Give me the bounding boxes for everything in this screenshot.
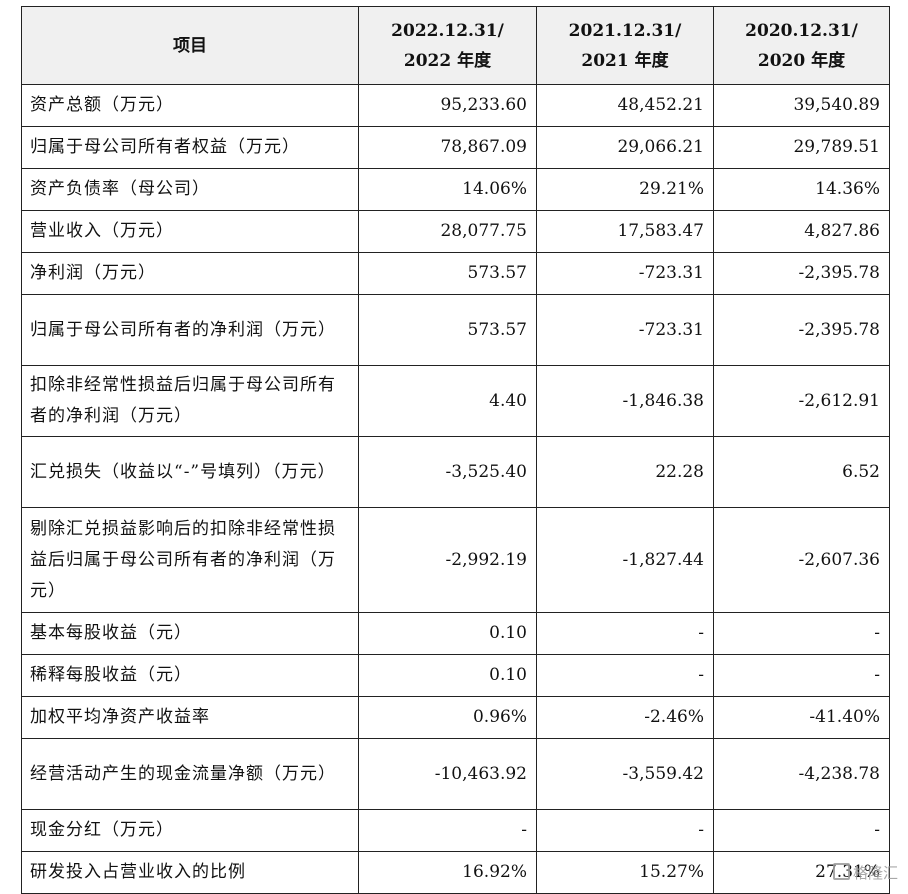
- cell-2020: 14.36%: [713, 168, 890, 211]
- watermark-logo-icon: [832, 863, 850, 880]
- cell-2020: -2,395.78: [713, 252, 890, 295]
- cell-2022: 4.40: [358, 365, 537, 437]
- cell-2021: -723.31: [536, 294, 714, 366]
- cell-2022: -: [358, 809, 537, 852]
- cell-2022: 573.57: [358, 294, 537, 366]
- cell-2020: -: [713, 612, 890, 655]
- watermark-text: 格隆汇: [852, 864, 898, 882]
- cell-2021: 48,452.21: [536, 84, 714, 127]
- table-row: 研发投入占营业收入的比例 16.92% 15.27% 27.31%: [21, 851, 890, 894]
- header-2022: 2022.12.31/ 2022 年度: [358, 6, 537, 85]
- header-2021-year: 2021 年度: [581, 50, 669, 71]
- cell-2022: 0.10: [358, 612, 537, 655]
- cell-2022: 14.06%: [358, 168, 537, 211]
- cell-2020: -: [713, 809, 890, 852]
- row-label: 稀释每股收益（元）: [21, 654, 359, 697]
- row-label: 加权平均净资产收益率: [21, 696, 359, 739]
- row-label: 归属于母公司所有者的净利润（万元）: [21, 294, 359, 366]
- table-row: 剔除汇兑损益影响后的扣除非经常性损益后归属于母公司所有者的净利润（万元） -2,…: [21, 507, 890, 613]
- table-row: 营业收入（万元） 28,077.75 17,583.47 4,827.86: [21, 210, 890, 253]
- cell-2022: 0.96%: [358, 696, 537, 739]
- header-2020-date: 2020.12.31/: [745, 20, 858, 41]
- watermark: 格隆汇: [832, 862, 898, 883]
- cell-2021: 22.28: [536, 436, 714, 508]
- cell-2021: -3,559.42: [536, 738, 714, 810]
- cell-2022: 573.57: [358, 252, 537, 295]
- cell-2021: -1,827.44: [536, 507, 714, 613]
- row-label: 资产总额（万元）: [21, 84, 359, 127]
- table-row: 资产总额（万元） 95,233.60 48,452.21 39,540.89: [21, 84, 890, 127]
- header-2022-year: 2022 年度: [403, 50, 492, 71]
- header-item: 项目: [21, 6, 359, 85]
- header-2020-year: 2020 年度: [757, 50, 846, 71]
- cell-2021: 29.21%: [536, 168, 714, 211]
- row-label: 扣除非经常性损益后归属于母公司所有者的净利润（万元）: [21, 365, 359, 437]
- cell-2021: 17,583.47: [536, 210, 714, 253]
- header-2021: 2021.12.31/ 2021 年度: [536, 6, 714, 85]
- table-row: 归属于母公司所有者的净利润（万元） 573.57 -723.31 -2,395.…: [21, 294, 890, 366]
- cell-2021: 15.27%: [536, 851, 714, 894]
- table-header-row: 项目 2022.12.31/ 2022 年度 2021.12.31/ 2021 …: [21, 6, 890, 85]
- cell-2021: -: [536, 809, 714, 852]
- cell-2020: -4,238.78: [713, 738, 890, 810]
- cell-2021: 29,066.21: [536, 126, 714, 169]
- table-row: 资产负债率（母公司） 14.06% 29.21% 14.36%: [21, 168, 890, 211]
- cell-2020: -2,607.36: [713, 507, 890, 613]
- cell-2020: 29,789.51: [713, 126, 890, 169]
- cell-2022: 0.10: [358, 654, 537, 697]
- header-2020: 2020.12.31/ 2020 年度: [713, 6, 890, 85]
- cell-2022: 28,077.75: [358, 210, 537, 253]
- header-2022-date: 2022.12.31/: [391, 20, 504, 41]
- cell-2022: -3,525.40: [358, 436, 537, 508]
- row-label: 基本每股收益（元）: [21, 612, 359, 655]
- table-row: 经营活动产生的现金流量净额（万元） -10,463.92 -3,559.42 -…: [21, 738, 890, 810]
- row-label: 经营活动产生的现金流量净额（万元）: [21, 738, 359, 810]
- row-label: 归属于母公司所有者权益（万元）: [21, 126, 359, 169]
- cell-2021: -2.46%: [536, 696, 714, 739]
- table-row: 扣除非经常性损益后归属于母公司所有者的净利润（万元） 4.40 -1,846.3…: [21, 365, 890, 437]
- row-label: 剔除汇兑损益影响后的扣除非经常性损益后归属于母公司所有者的净利润（万元）: [21, 507, 359, 613]
- cell-2021: -723.31: [536, 252, 714, 295]
- cell-2022: 16.92%: [358, 851, 537, 894]
- financial-table: 项目 2022.12.31/ 2022 年度 2021.12.31/ 2021 …: [21, 6, 890, 894]
- cell-2022: -2,992.19: [358, 507, 537, 613]
- cell-2020: 4,827.86: [713, 210, 890, 253]
- row-label: 净利润（万元）: [21, 252, 359, 295]
- table-row: 汇兑损失（收益以“-”号填列）（万元） -3,525.40 22.28 6.52: [21, 436, 890, 508]
- cell-2020: -: [713, 654, 890, 697]
- row-label: 研发投入占营业收入的比例: [21, 851, 359, 894]
- table-row: 基本每股收益（元） 0.10 - -: [21, 612, 890, 655]
- table-row: 现金分红（万元） - - -: [21, 809, 890, 852]
- cell-2021: -1,846.38: [536, 365, 714, 437]
- cell-2021: -: [536, 654, 714, 697]
- row-label: 汇兑损失（收益以“-”号填列）（万元）: [21, 436, 359, 508]
- table-row: 稀释每股收益（元） 0.10 - -: [21, 654, 890, 697]
- cell-2022: 78,867.09: [358, 126, 537, 169]
- table-row: 加权平均净资产收益率 0.96% -2.46% -41.40%: [21, 696, 890, 739]
- header-2021-date: 2021.12.31/: [568, 20, 682, 41]
- cell-2020: -2,395.78: [713, 294, 890, 366]
- cell-2022: 95,233.60: [358, 84, 537, 127]
- cell-2022: -10,463.92: [358, 738, 537, 810]
- row-label: 资产负债率（母公司）: [21, 168, 359, 211]
- table-row: 归属于母公司所有者权益（万元） 78,867.09 29,066.21 29,7…: [21, 126, 890, 169]
- cell-2021: -: [536, 612, 714, 655]
- cell-2020: -41.40%: [713, 696, 890, 739]
- cell-2020: -2,612.91: [713, 365, 890, 437]
- cell-2020: 6.52: [713, 436, 890, 508]
- header-item-label: 项目: [173, 35, 207, 56]
- table-row: 净利润（万元） 573.57 -723.31 -2,395.78: [21, 252, 890, 295]
- row-label: 现金分红（万元）: [21, 809, 359, 852]
- cell-2020: 39,540.89: [713, 84, 890, 127]
- row-label: 营业收入（万元）: [21, 210, 359, 253]
